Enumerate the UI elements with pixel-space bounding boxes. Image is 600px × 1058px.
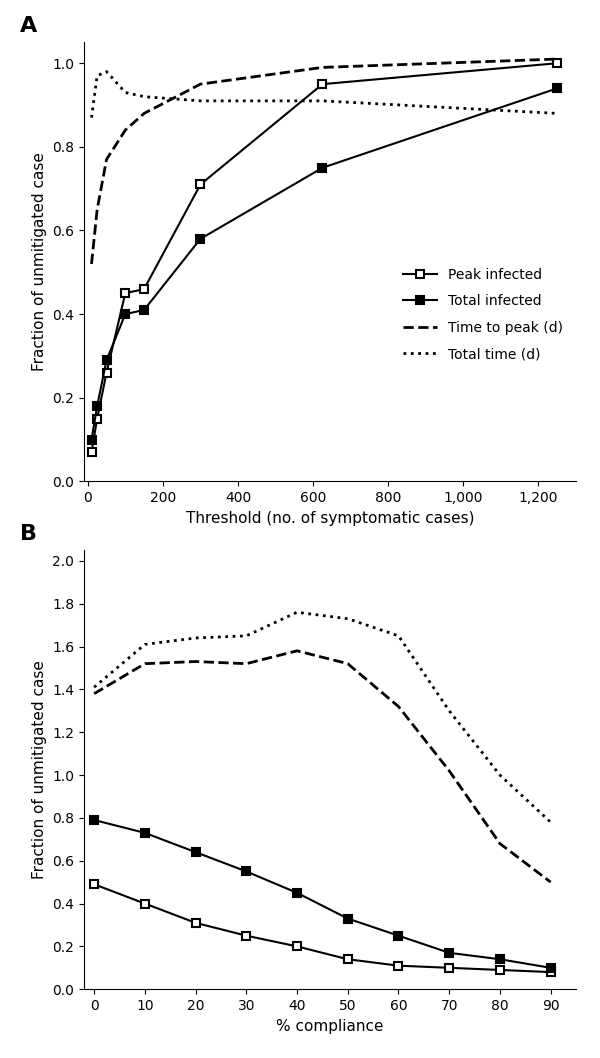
Line: Total infected: Total infected — [88, 85, 562, 443]
Total infected — [140, 304, 148, 316]
Total time (d) — [197, 94, 204, 107]
Peak infected — [140, 282, 148, 295]
Total time (d) — [122, 86, 129, 98]
X-axis label: % compliance: % compliance — [276, 1019, 384, 1034]
Time to peak (d) — [122, 124, 129, 136]
Total infected — [554, 81, 561, 94]
Y-axis label: Fraction of unmitigated case: Fraction of unmitigated case — [32, 660, 47, 879]
Peak infected — [554, 57, 561, 70]
Time to peak (d) — [554, 53, 561, 66]
Total time (d) — [140, 90, 148, 103]
Total time (d) — [319, 94, 326, 107]
Total infected — [94, 400, 101, 413]
Total infected — [197, 233, 204, 245]
Peak infected — [94, 413, 101, 425]
Line: Total time (d): Total time (d) — [92, 72, 557, 117]
X-axis label: Threshold (no. of symptomatic cases): Threshold (no. of symptomatic cases) — [186, 511, 474, 526]
Time to peak (d) — [197, 78, 204, 91]
Total time (d) — [554, 107, 561, 120]
Time to peak (d) — [94, 203, 101, 216]
Time to peak (d) — [140, 107, 148, 120]
Text: B: B — [20, 524, 37, 544]
Time to peak (d) — [103, 153, 110, 166]
Peak infected — [319, 78, 326, 91]
Total time (d) — [94, 70, 101, 83]
Peak infected — [103, 366, 110, 379]
Peak infected — [122, 287, 129, 299]
Y-axis label: Fraction of unmitigated case: Fraction of unmitigated case — [32, 152, 47, 371]
Total infected — [88, 433, 95, 445]
Total time (d) — [103, 66, 110, 78]
Time to peak (d) — [88, 257, 95, 270]
Line: Peak infected: Peak infected — [88, 59, 562, 456]
Total infected — [319, 162, 326, 175]
Time to peak (d) — [319, 61, 326, 74]
Total time (d) — [88, 111, 95, 124]
Total infected — [103, 353, 110, 366]
Line: Time to peak (d): Time to peak (d) — [92, 59, 557, 263]
Peak infected — [197, 178, 204, 190]
Total infected — [122, 308, 129, 321]
Peak infected — [88, 445, 95, 458]
Text: A: A — [20, 16, 37, 36]
Legend: Peak infected, Total infected, Time to peak (d), Total time (d): Peak infected, Total infected, Time to p… — [397, 262, 569, 367]
